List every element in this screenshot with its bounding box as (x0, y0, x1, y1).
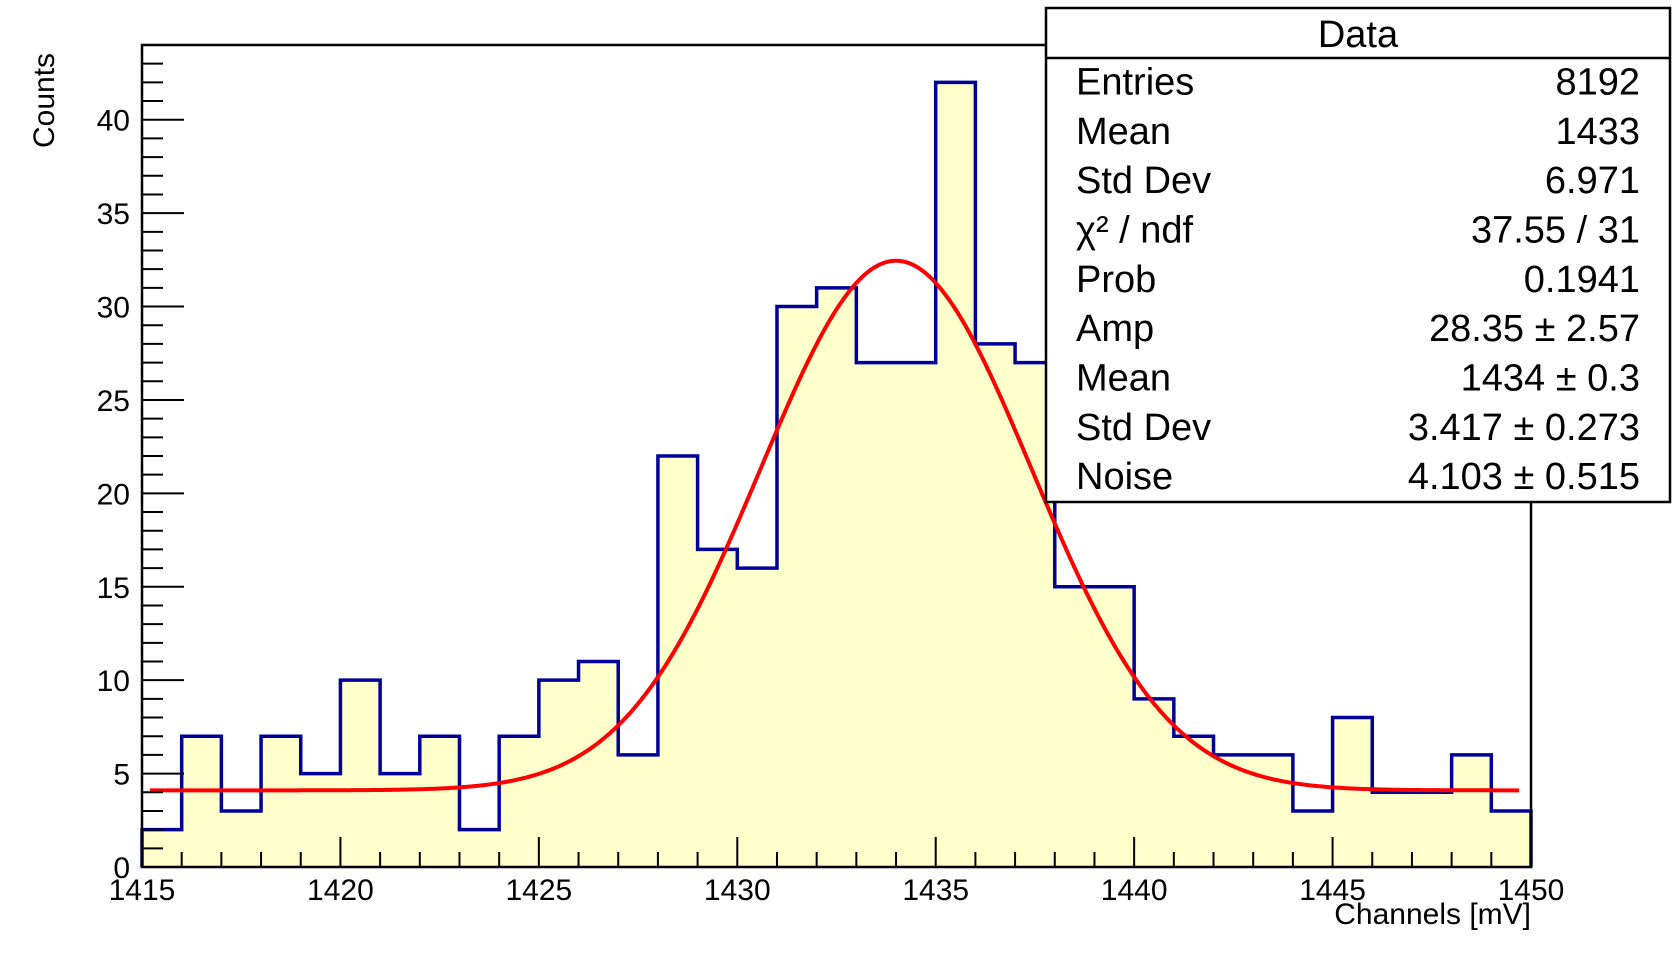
x-tick-label-2: 1425 (505, 874, 572, 907)
x-axis-label: Channels [mV] (1334, 898, 1531, 931)
stats-row-value-7: 3.417 ± 0.273 (1408, 407, 1640, 449)
y-tick-label-5: 25 (97, 385, 130, 418)
y-tick-label-7: 35 (97, 198, 130, 231)
histogram-bin-1 (181, 736, 222, 867)
stats-row-value-1: 1433 (1555, 111, 1640, 153)
histogram-bin-14 (697, 549, 738, 867)
stats-row-label-8: Noise (1076, 456, 1173, 498)
x-tick-label-6: 1445 (1299, 874, 1366, 907)
stats-row-value-6: 1434 ± 0.3 (1461, 358, 1640, 400)
histogram-bin-29 (1292, 810, 1333, 867)
histogram-bin-31 (1372, 792, 1412, 867)
histogram-bin-32 (1411, 792, 1452, 867)
histogram-bin-3 (261, 736, 301, 867)
y-tick-label-0: 0 (113, 852, 130, 885)
histogram-bin-16 (776, 306, 817, 868)
histogram-bin-9 (499, 736, 539, 867)
histogram-bin-12 (618, 754, 658, 867)
x-tick-label-5: 1440 (1101, 874, 1168, 907)
stats-row-label-6: Mean (1076, 358, 1171, 400)
stats-row-label-1: Mean (1076, 111, 1171, 153)
y-tick-label-2: 10 (97, 665, 130, 698)
stats-row-label-2: Std Dev (1076, 160, 1211, 202)
histogram-bin-17 (816, 287, 857, 867)
histogram-bin-18 (856, 362, 897, 867)
histogram-bin-20 (935, 82, 976, 867)
x-tick-label-0: 1415 (109, 874, 176, 907)
x-tick-label-4: 1435 (902, 874, 969, 907)
histogram-bin-4 (300, 773, 341, 867)
histogram-bin-7 (419, 736, 460, 867)
histogram-bin-21 (975, 343, 1016, 868)
stats-row-value-4: 0.1941 (1524, 259, 1640, 301)
stats-row-value-0: 8192 (1555, 62, 1640, 104)
histogram-bin-13 (657, 456, 698, 867)
x-tick-label-3: 1430 (704, 874, 771, 907)
stats-row-label-0: Entries (1076, 62, 1194, 104)
stats-row-label-4: Prob (1076, 259, 1156, 301)
stats-box-title: Data (1318, 14, 1399, 56)
histogram-bin-26 (1173, 736, 1214, 867)
histogram-bin-19 (896, 362, 936, 867)
x-tick-label-7: 1450 (1498, 874, 1565, 907)
stats-row-value-5: 28.35 ± 2.57 (1429, 308, 1640, 350)
stats-row-value-3: 37.55 / 31 (1471, 210, 1640, 252)
histogram-bin-5 (340, 680, 381, 867)
histogram-bin-30 (1332, 717, 1373, 867)
histogram-bin-25 (1134, 698, 1174, 867)
histogram-bin-24 (1094, 586, 1135, 867)
stats-row-value-8: 4.103 ± 0.515 (1408, 456, 1640, 498)
y-tick-label-8: 40 (97, 105, 130, 138)
histogram-bin-23 (1054, 586, 1095, 867)
histogram-bin-11 (578, 661, 619, 867)
stats-row-value-2: 6.971 (1545, 160, 1640, 202)
y-tick-label-3: 15 (97, 572, 130, 605)
stats-row-label-3: χ² / ndf (1076, 210, 1194, 252)
fit-curve (149, 258, 1520, 793)
histogram-bin-8 (459, 829, 500, 867)
histogram-bin-15 (737, 568, 777, 867)
x-tick-label-1: 1420 (307, 874, 374, 907)
stats-box: Data Entries 8192 Mean 1433 Std Dev 6.971 χ² / … (1044, 6, 1672, 504)
y-tick-label-1: 5 (113, 759, 130, 792)
y-tick-label-6: 30 (97, 292, 130, 325)
histogram-bin-2 (221, 810, 262, 867)
stats-row-label-7: Std Dev (1076, 407, 1211, 449)
stats-row-label-5: Amp (1076, 308, 1154, 350)
histogram-bin-28 (1253, 754, 1293, 867)
y-tick-label-4: 20 (97, 478, 130, 511)
y-axis-label: Counts (28, 53, 61, 148)
histogram-outline (140, 80, 1533, 867)
histogram-bin-33 (1451, 754, 1492, 867)
histogram-bin-34 (1491, 810, 1531, 867)
